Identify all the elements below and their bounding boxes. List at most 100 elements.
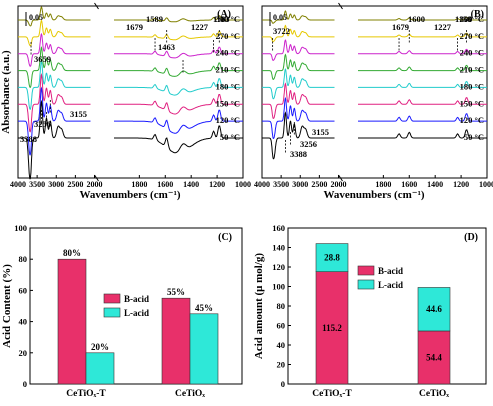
series-line	[18, 99, 243, 180]
series-line	[18, 19, 243, 47]
y-tick-label: 80	[277, 301, 286, 311]
y-tick-label: 160	[272, 223, 285, 233]
y-axis-label-d: Acid amount (μ mol/g)	[253, 253, 265, 359]
series-label: 210 °C	[460, 65, 484, 75]
series-label: 120 °C	[460, 115, 484, 125]
series-line	[262, 82, 487, 119]
panel-label-a: (A)	[217, 9, 231, 20]
y-tick-label: 40	[277, 340, 286, 350]
series-label: 240 °C	[460, 48, 484, 58]
bar	[315, 243, 349, 272]
series-label: 50 °C	[220, 132, 240, 142]
x-tick-label: 3500	[273, 180, 289, 189]
x-tick-label: 1200	[453, 180, 469, 189]
y-axis-label-c: Acid Content (%)	[1, 264, 13, 348]
scale-bar-label: 0.05	[273, 13, 287, 22]
peak-annotation: 1183	[213, 14, 230, 24]
y-tick-label: 120	[272, 262, 285, 272]
series-label: 240 °C	[216, 48, 240, 58]
series-label: 120 °C	[216, 115, 240, 125]
plot-frame-b	[261, 5, 488, 179]
x-tick-label: 4000	[254, 180, 270, 189]
peak-annotation: 1600	[408, 14, 425, 24]
legend-label: L-acid	[378, 280, 403, 290]
bar-value-label: 44.6	[426, 304, 442, 314]
series-line	[262, 111, 487, 160]
category-label: CeTiOₓ-T	[66, 389, 106, 399]
series-label: 150 °C	[460, 98, 484, 108]
x-tick-label: 1600	[401, 180, 417, 189]
series-label: 270 °C	[460, 31, 484, 41]
axis-break	[338, 2, 343, 10]
bar-value-label: 55%	[167, 287, 185, 297]
x-tick-label: 2000	[331, 180, 347, 189]
series-line	[262, 24, 487, 43]
bar-value-label: 28.8	[324, 253, 340, 263]
bar-value-label: 54.4	[426, 352, 442, 362]
legend-label: B-acid	[124, 294, 149, 304]
peak-annotation: 1158	[455, 14, 472, 24]
bar	[315, 271, 349, 385]
panel-c: 0 20 40 60 80 100 80% 20% 55% 45% CeTiOₓ-T CeTiOₓ B-…	[1, 223, 243, 399]
bar-value-label: 115.2	[322, 323, 342, 333]
series-line	[18, 86, 243, 156]
legend-swatch	[357, 265, 375, 276]
series-line	[262, 53, 487, 80]
series-line	[262, 68, 487, 100]
peak-annotation: 3155	[312, 127, 329, 137]
peak-annotation: 1227	[191, 22, 209, 32]
axis-break	[338, 174, 343, 182]
peak-annotation: 3155	[70, 109, 87, 119]
legend-label: B-acid	[378, 266, 403, 276]
y-tick-label: 20	[19, 348, 28, 358]
bar	[161, 297, 191, 385]
x-axis-label-a: Wavenumbers (cm⁻¹)	[79, 189, 180, 201]
scale-bar-label: 0.05	[29, 13, 43, 22]
panel-d: 0 20 40 60 80 100 120 140 160 115.2 28.8 54.4 44.6 Ce…	[253, 223, 487, 399]
x-tick-label: 1600	[157, 180, 173, 189]
y-tick-label: 0	[23, 379, 27, 389]
x-tick-label: 1400	[183, 180, 199, 189]
bar	[85, 352, 115, 385]
series-label: 210 °C	[216, 65, 240, 75]
series-label: 150 °C	[216, 98, 240, 108]
series-line	[18, 6, 243, 27]
y-axis-label-a: Absorbance (a.u.)	[0, 50, 12, 134]
x-tick-label: 4000	[10, 180, 26, 189]
x-tick-label: 3000	[48, 180, 64, 189]
series-line	[262, 10, 487, 24]
y-tick-label: 40	[19, 317, 28, 327]
series-line	[262, 39, 487, 61]
series-line	[18, 32, 243, 67]
peak-annotation: 3256	[34, 119, 51, 129]
bar-value-label: 20%	[91, 342, 109, 352]
x-tick-label: 1000	[479, 180, 493, 189]
category-label: CeTiOₓ	[419, 389, 449, 399]
x-tick-label: 1000	[235, 180, 251, 189]
panel-b: 4000 3500 3000 2500 2000 1800 1600 1400 1200 1000…	[254, 2, 493, 201]
x-axis-label-b: Wavenumbers (cm⁻¹)	[323, 189, 424, 201]
bar-value-label: 80%	[63, 248, 81, 258]
x-tick-label: 1200	[209, 180, 225, 189]
plot-frame-c	[29, 227, 243, 385]
panel-label-d: (D)	[464, 232, 478, 243]
series-line	[18, 73, 243, 133]
category-label: CeTiOₓ-T	[312, 389, 352, 399]
series-label: 180 °C	[460, 81, 484, 91]
legend-swatch	[103, 293, 121, 304]
series-label: 300 °C	[216, 14, 240, 24]
plot-frame-a	[17, 5, 244, 179]
panel-label-c: (C)	[218, 232, 232, 243]
x-tick-label: 3000	[292, 180, 308, 189]
x-tick-label: 1800	[131, 180, 147, 189]
y-tick-label: 60	[277, 321, 286, 331]
bar-value-label: 45%	[195, 303, 213, 313]
y-tick-label: 100	[14, 223, 27, 233]
series-label: 180 °C	[216, 81, 240, 91]
peak-annotation: 3388	[20, 134, 37, 144]
x-tick-label: 2500	[311, 180, 327, 189]
series-label: 50 °C	[464, 132, 484, 142]
peak-annotation: 3659	[34, 54, 51, 64]
legend-label: L-acid	[124, 308, 149, 318]
